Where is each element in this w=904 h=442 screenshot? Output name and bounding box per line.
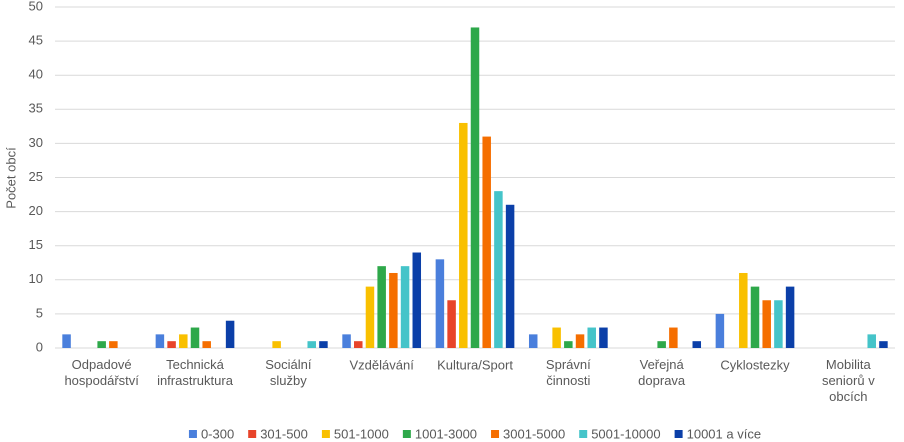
bar [599, 327, 608, 348]
y-tick-label: 15 [29, 237, 43, 252]
bar [564, 341, 573, 348]
bar [785, 286, 795, 348]
x-tick-label: Vzdělávání [350, 357, 415, 372]
legend-swatch [402, 430, 411, 438]
bar [365, 286, 375, 348]
bar [202, 341, 211, 348]
bar [657, 341, 666, 348]
legend-label: 301-500 [260, 426, 308, 441]
legend-label: 0-300 [201, 426, 234, 441]
bar [459, 122, 468, 348]
y-tick-label: 45 [29, 33, 43, 48]
bar [354, 341, 363, 348]
y-tick-label: 10 [29, 271, 43, 286]
x-tick-label: Cyklostezky [720, 357, 790, 372]
bar [774, 300, 783, 348]
bar [879, 341, 888, 348]
legend-swatch [248, 430, 257, 438]
bar [739, 272, 748, 348]
bar [307, 341, 316, 348]
bar [319, 341, 328, 348]
bar [155, 334, 165, 348]
bar [62, 334, 71, 348]
legend-label: 3001-5000 [503, 426, 565, 441]
bar [342, 334, 351, 348]
x-tick-label: Odpadové hospodářství [64, 357, 139, 388]
legend-label: 5001-10000 [591, 426, 660, 441]
legend-swatch [674, 430, 683, 438]
y-tick-label: 40 [29, 67, 43, 82]
legend-label: 1001-3000 [415, 426, 477, 441]
y-tick-label: 5 [36, 305, 43, 320]
bar [435, 259, 445, 348]
bar [377, 266, 386, 348]
x-tick-label: Mobilita seniorů v obcích [822, 357, 875, 404]
bar [190, 327, 200, 348]
bar [505, 204, 515, 348]
y-tick-label: 0 [36, 339, 43, 354]
y-tick-label: 50 [29, 0, 43, 13]
y-tick-label: 20 [29, 203, 43, 218]
legend-swatch [321, 430, 330, 438]
y-tick-label: 25 [29, 169, 43, 184]
bar [715, 313, 725, 348]
legend-label: 10001 a více [687, 426, 761, 441]
bar [528, 334, 538, 348]
bar [750, 286, 760, 348]
bar [470, 27, 480, 349]
bar [494, 191, 503, 348]
bar [867, 334, 876, 348]
y-axis-title: Počet obcí [3, 147, 18, 209]
legend-swatch [188, 430, 197, 438]
bar [762, 300, 771, 348]
legend-swatch [579, 430, 588, 438]
x-tick-label: Technická infrastruktura [157, 357, 234, 388]
bar [552, 327, 561, 348]
bar [179, 334, 188, 348]
bar [692, 341, 702, 348]
bar [167, 341, 176, 348]
bar [482, 136, 491, 348]
legend-label: 501-1000 [334, 426, 389, 441]
bar [97, 341, 106, 348]
bar [575, 334, 585, 348]
bar [109, 341, 118, 348]
bar [669, 327, 678, 348]
bar [400, 266, 410, 348]
legend-swatch [491, 430, 500, 438]
x-tick-label: Kultura/Sport [437, 357, 513, 372]
x-tick-label: Veřejná doprava [638, 357, 686, 388]
bar [272, 341, 281, 348]
bar [389, 272, 398, 348]
bar [447, 300, 456, 348]
bar [587, 327, 596, 348]
x-tick-label: Sociální služby [265, 357, 312, 388]
bar [225, 320, 235, 348]
y-tick-label: 35 [29, 101, 43, 116]
x-tick-label: Správní činnosti [546, 357, 591, 388]
bar [412, 252, 422, 348]
y-tick-label: 30 [29, 135, 43, 150]
